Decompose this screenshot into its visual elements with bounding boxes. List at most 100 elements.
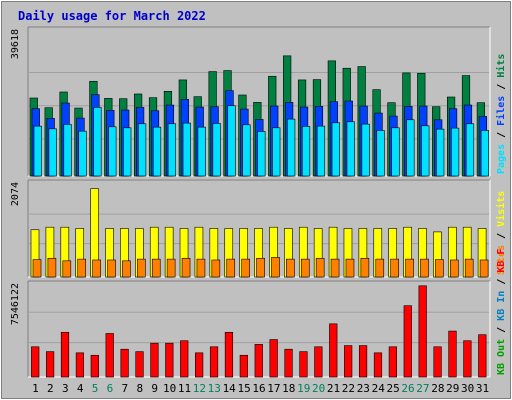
x-label-day-25: 25 [387, 382, 400, 395]
bar-kb-f-day-20 [314, 346, 323, 378]
bar-sites-day-22 [345, 258, 355, 278]
bar-pages-day-14 [227, 105, 236, 177]
bar-sites-day-1 [32, 259, 42, 278]
bar-pages-day-11 [182, 122, 191, 177]
x-label-day-5: 5 [92, 382, 99, 395]
x-label-day-24: 24 [372, 382, 386, 395]
bar-sites-day-24 [375, 258, 385, 278]
x-label-day-14: 14 [223, 382, 237, 395]
legend-kb-f: KB F [496, 249, 507, 273]
x-label-day-3: 3 [62, 382, 69, 395]
bar-sites-day-7 [122, 260, 131, 278]
bar-sites-day-11 [181, 257, 191, 278]
bar-kb-f-day-8 [135, 351, 144, 378]
bar-sites-day-21 [330, 258, 340, 278]
bar-kb-f-day-5 [90, 354, 99, 378]
x-label-day-18: 18 [282, 382, 295, 395]
bar-kb-f-day-11 [180, 340, 189, 378]
legend-pages: Pages [496, 144, 507, 174]
bar-pages-day-6 [108, 126, 117, 177]
x-label-day-11: 11 [178, 382, 191, 395]
bar-pages-day-26 [406, 119, 415, 177]
bar-pages-day-2 [48, 128, 57, 177]
bar-kb-f-day-31 [478, 334, 487, 378]
x-label-day-9: 9 [151, 382, 158, 395]
x-label-day-22: 22 [342, 382, 355, 395]
bar-pages-day-8 [138, 123, 147, 177]
x-label-day-27: 27 [416, 382, 429, 395]
bar-kb-f-day-29 [448, 330, 457, 378]
bar-kb-f-day-14 [224, 331, 234, 378]
bar-sites-day-5 [92, 259, 101, 278]
bar-pages-day-27 [421, 125, 430, 177]
bar-sites-day-4 [77, 258, 87, 278]
bar-pages-day-10 [167, 123, 177, 177]
x-label-day-31: 31 [476, 382, 489, 395]
bar-sites-day-25 [390, 258, 399, 278]
legend-text: KB Out / KB In / KB F [496, 249, 507, 375]
bar-kb-f-day-25 [388, 346, 397, 378]
bar-sites-day-28 [435, 259, 444, 278]
bar-kb-f-day-17 [269, 339, 278, 378]
x-label-day-4: 4 [77, 382, 84, 395]
x-label-day-26: 26 [401, 382, 414, 395]
x-label-day-30: 30 [461, 382, 474, 395]
bar-pages-day-9 [152, 126, 162, 177]
x-label-day-23: 23 [357, 382, 370, 395]
kbytes-panel: 7546122 KB Out / KB In / KB F [10, 249, 507, 378]
bar-pages-day-1 [33, 125, 42, 177]
bar-sites-day-9 [151, 258, 161, 278]
hits-files-pages-legend: Pages / Files / Hits [495, 54, 507, 174]
bar-pages-day-30 [465, 123, 475, 177]
bar-sites-day-14 [226, 258, 236, 278]
bar-pages-day-25 [391, 127, 400, 177]
legend-separator: / [496, 273, 507, 291]
visits-sites-legend: Sites / Visits [495, 191, 507, 275]
bar-pages-day-13 [212, 123, 221, 177]
legend-text: Sites / Visits [495, 191, 507, 275]
bar-sites-day-31 [479, 259, 489, 278]
bar-sites-day-17 [271, 257, 280, 278]
bar-pages-day-5 [93, 107, 102, 177]
legend-separator: / [496, 321, 507, 339]
bar-kb-f-day-24 [373, 352, 383, 378]
bar-kb-f-day-7 [120, 348, 129, 378]
x-label-day-12: 12 [193, 382, 206, 395]
legend-files: Files [495, 96, 507, 126]
x-label-day-15: 15 [237, 382, 250, 395]
x-label-day-21: 21 [327, 382, 340, 395]
x-label-day-10: 10 [163, 382, 176, 395]
x-label-day-29: 29 [446, 382, 459, 395]
legend-separator: / [496, 227, 507, 245]
bar-sites-day-27 [420, 258, 429, 278]
x-label-day-2: 2 [47, 382, 54, 395]
bar-sites-day-26 [405, 258, 414, 278]
chart-title: Daily usage for March 2022 [18, 9, 206, 23]
bar-pages-day-16 [257, 131, 266, 177]
bar-sites-day-20 [315, 257, 325, 278]
kbytes-legend: KB Out / KB In / KB F [496, 249, 507, 375]
x-label-day-7: 7 [122, 382, 129, 395]
legend-kb-in: KB In [496, 291, 507, 321]
bar-kb-f-day-6 [105, 333, 114, 378]
x-label-day-8: 8 [136, 382, 143, 395]
bar-kb-f-day-4 [75, 352, 85, 378]
bar-sites-day-6 [107, 259, 116, 278]
bar-sites-day-13 [211, 259, 221, 278]
bar-kb-f-day-18 [284, 348, 293, 378]
bar-sites-day-10 [166, 258, 176, 278]
bar-pages-day-4 [78, 130, 87, 177]
bar-kb-f-day-12 [195, 352, 204, 378]
kbytes-ymax-label: 7546122 [10, 283, 21, 325]
bar-sites-day-30 [464, 258, 474, 278]
bar-kb-f-day-1 [31, 346, 40, 378]
hits-files-pages-panel: 39618 Pages / Files / Hits [10, 26, 507, 177]
visits-sites-panel: 2074 Sites / Visits [10, 179, 507, 278]
legend-separator: / [496, 126, 507, 144]
bar-pages-day-18 [287, 118, 296, 177]
bar-kb-f-day-23 [358, 345, 368, 378]
bar-kb-f-day-3 [60, 331, 70, 378]
x-label-day-16: 16 [252, 382, 265, 395]
bar-kb-f-day-9 [150, 342, 159, 378]
